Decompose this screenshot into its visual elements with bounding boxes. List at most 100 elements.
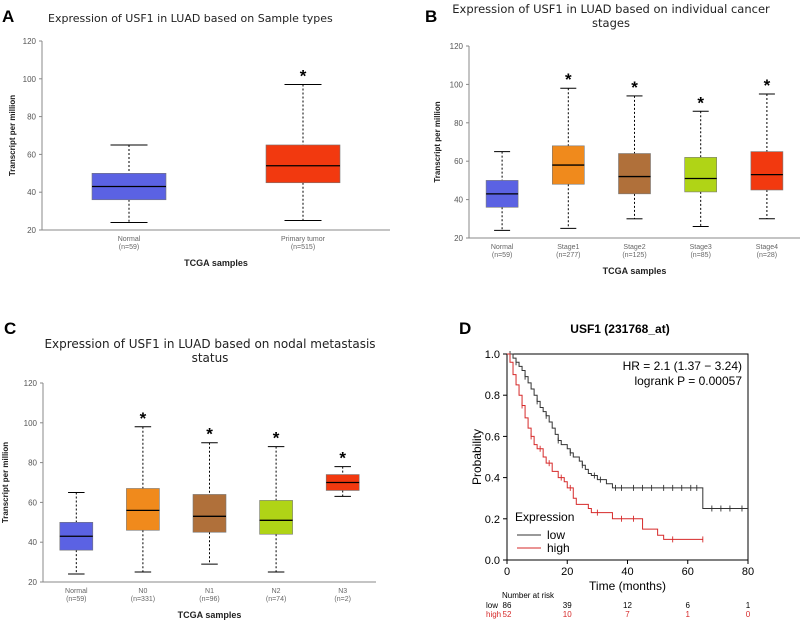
logrank-text: logrank P = 0.00057 bbox=[634, 374, 742, 388]
category-n: (n=277) bbox=[556, 252, 580, 259]
y-tick-label: 40 bbox=[28, 538, 37, 547]
panel-a-boxplot: Expression of USF1 in LUAD based on Samp… bbox=[8, 12, 390, 268]
significance-star: * bbox=[631, 78, 638, 97]
y-tick-label: 120 bbox=[24, 379, 38, 388]
category-label: Normal bbox=[65, 588, 88, 595]
category-label: Primary tumor bbox=[281, 236, 326, 243]
x-tick-label: 0 bbox=[504, 566, 510, 578]
category-n: (n=125) bbox=[622, 252, 646, 259]
category-n: (n=74) bbox=[266, 596, 286, 603]
panel-letter-a: A bbox=[2, 7, 14, 26]
risk-value: 7 bbox=[625, 610, 630, 619]
y-tick-label: 1.0 bbox=[485, 349, 500, 361]
x-axis-label: TCGA samples bbox=[603, 266, 667, 276]
significance-star: * bbox=[273, 429, 280, 448]
y-axis-label: Transcript per million bbox=[1, 442, 10, 523]
y-tick-label: 20 bbox=[454, 234, 463, 243]
significance-star: * bbox=[206, 425, 213, 444]
y-tick-label: 60 bbox=[28, 498, 37, 507]
box-stage2 bbox=[618, 153, 651, 195]
y-tick-label: 40 bbox=[454, 196, 463, 205]
risk-value: 52 bbox=[503, 610, 512, 619]
y-tick-label: 0.8 bbox=[485, 390, 500, 402]
y-tick-label: 0.4 bbox=[485, 473, 500, 485]
y-tick-label: 100 bbox=[24, 419, 38, 428]
hazard-ratio-text: HR = 2.1 (1.37 − 3.24) bbox=[623, 359, 742, 373]
category-label: N2 bbox=[272, 588, 281, 595]
box-stage4 bbox=[750, 151, 784, 191]
category-label: Normal bbox=[491, 244, 514, 251]
panel-b-title-line1: Expression of USF1 in LUAD based on indi… bbox=[452, 2, 770, 16]
x-axis-label: TCGA samples bbox=[184, 258, 248, 268]
category-n: (n=59) bbox=[119, 244, 139, 251]
x-axis-label: Time (months) bbox=[589, 579, 666, 593]
panel-c-boxplot: Expression of USF1 in LUAD based on noda… bbox=[1, 337, 376, 620]
significance-star: * bbox=[300, 66, 307, 85]
y-tick-label: 80 bbox=[28, 459, 37, 468]
y-tick-label: 60 bbox=[27, 150, 36, 159]
panel-d-title: USF1 (231768_at) bbox=[570, 322, 669, 336]
y-tick-label: 100 bbox=[23, 75, 37, 84]
y-tick-label: 100 bbox=[450, 80, 464, 89]
risk-value: 1 bbox=[686, 610, 691, 619]
significance-star: * bbox=[140, 409, 147, 428]
panel-a-title: Expression of USF1 in LUAD based on Samp… bbox=[48, 12, 333, 25]
y-tick-label: 20 bbox=[27, 226, 36, 235]
panel-d-survival: USF1 (231768_at) 0.0 0.2 0.4 0.6 0.8 1.0 0 20 40… bbox=[470, 322, 754, 619]
category-n: (n=85) bbox=[690, 252, 710, 259]
panel-b-boxplot: Expression of USF1 in LUAD based on indi… bbox=[433, 2, 800, 276]
risk-table-header: Number at risk bbox=[502, 591, 555, 600]
category-n: (n=28) bbox=[757, 252, 777, 259]
box-n0 bbox=[126, 488, 160, 531]
risk-value: 0 bbox=[746, 610, 751, 619]
risk-row-label: high bbox=[486, 610, 501, 619]
risk-value: 6 bbox=[686, 601, 691, 610]
category-label: Stage2 bbox=[623, 244, 645, 251]
x-tick-label: 20 bbox=[561, 566, 573, 578]
risk-value: 39 bbox=[563, 601, 572, 610]
category-label: Stage3 bbox=[690, 244, 712, 251]
y-axis-label: Transcript per million bbox=[433, 101, 442, 182]
y-tick-label: 0.2 bbox=[485, 514, 500, 526]
significance-star: * bbox=[339, 449, 346, 468]
y-tick-label: 120 bbox=[450, 42, 464, 51]
x-axis-label: TCGA samples bbox=[178, 610, 242, 620]
category-n: (n=2) bbox=[334, 596, 351, 603]
panel-c-title-line1: Expression of USF1 in LUAD based on noda… bbox=[44, 337, 375, 351]
y-tick-label: 0.0 bbox=[485, 555, 500, 567]
panel-letter-b: B bbox=[425, 7, 437, 26]
y-tick-label: 40 bbox=[27, 188, 36, 197]
significance-star: * bbox=[764, 76, 771, 95]
box-primary-tumor bbox=[265, 144, 341, 184]
legend-label-high: high bbox=[547, 541, 570, 555]
category-label: N3 bbox=[338, 588, 347, 595]
y-tick-label: 120 bbox=[23, 37, 37, 46]
risk-value: 1 bbox=[746, 601, 751, 610]
category-label: Stage1 bbox=[557, 244, 579, 251]
category-n: (n=331) bbox=[131, 596, 155, 603]
y-tick-label: 0.6 bbox=[485, 431, 500, 443]
category-label: Stage4 bbox=[756, 244, 778, 251]
risk-value: 10 bbox=[563, 610, 572, 619]
box-n2 bbox=[259, 500, 293, 535]
category-label: Normal bbox=[118, 236, 141, 243]
panel-c-title-line2: status bbox=[192, 351, 229, 365]
y-tick-label: 80 bbox=[454, 119, 463, 128]
panel-letter-d: D bbox=[459, 319, 471, 338]
legend-label-low: low bbox=[547, 528, 565, 542]
significance-star: * bbox=[697, 93, 704, 112]
box-n1 bbox=[192, 494, 227, 533]
y-tick-label: 80 bbox=[27, 113, 36, 122]
category-label: N0 bbox=[138, 588, 147, 595]
risk-row-label: low bbox=[486, 601, 498, 610]
risk-value: 86 bbox=[503, 601, 512, 610]
significance-star: * bbox=[565, 70, 572, 89]
panel-b-title-line2: stages bbox=[592, 16, 630, 30]
category-n: (n=515) bbox=[291, 244, 315, 251]
risk-value: 12 bbox=[623, 601, 632, 610]
x-tick-label: 60 bbox=[682, 566, 694, 578]
category-n: (n=59) bbox=[492, 252, 512, 259]
y-tick-label: 60 bbox=[454, 157, 463, 166]
y-tick-label: 20 bbox=[28, 578, 37, 587]
